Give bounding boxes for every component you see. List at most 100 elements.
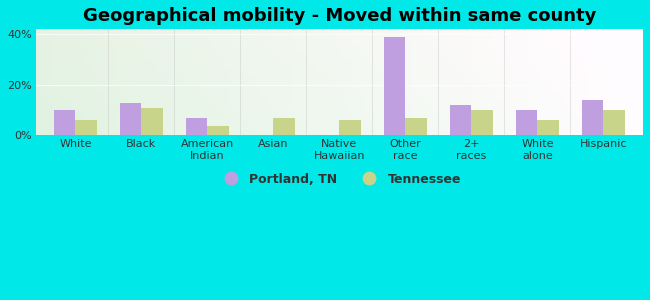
Bar <box>394 86 400 89</box>
Bar <box>103 68 109 70</box>
Bar <box>528 116 534 119</box>
Bar <box>412 63 419 65</box>
Bar <box>261 91 266 93</box>
Bar <box>400 44 406 46</box>
Bar <box>151 48 157 50</box>
Bar <box>455 99 461 101</box>
Bar <box>552 40 558 42</box>
Bar <box>54 125 60 127</box>
Bar <box>84 34 90 36</box>
Bar <box>163 112 170 114</box>
Bar <box>364 63 370 65</box>
Bar <box>497 72 503 74</box>
Bar <box>170 101 176 103</box>
Bar <box>521 50 528 52</box>
Bar <box>66 91 72 93</box>
Bar <box>176 116 181 119</box>
Bar <box>346 112 352 114</box>
Bar <box>163 38 170 40</box>
Bar <box>79 116 84 119</box>
Bar <box>103 101 109 103</box>
Bar <box>473 70 479 72</box>
Bar <box>170 72 176 74</box>
Bar <box>133 70 139 72</box>
Bar <box>54 32 60 34</box>
Bar <box>412 65 419 68</box>
Bar <box>497 84 503 86</box>
Bar <box>564 70 570 72</box>
Bar <box>394 52 400 55</box>
Bar <box>254 101 261 103</box>
Bar <box>485 118 491 121</box>
Bar <box>406 50 412 52</box>
Bar <box>170 76 176 78</box>
Bar <box>521 52 528 55</box>
Bar <box>79 72 84 74</box>
Bar <box>248 55 254 57</box>
Bar <box>66 55 72 57</box>
Bar <box>224 50 230 52</box>
Bar <box>534 108 540 110</box>
Bar <box>176 99 181 101</box>
Bar <box>48 48 54 50</box>
Bar <box>461 95 467 97</box>
Bar <box>328 80 333 82</box>
Bar <box>163 121 170 123</box>
Bar <box>181 42 188 44</box>
Bar <box>188 114 194 116</box>
Bar <box>84 72 90 74</box>
Bar <box>595 103 601 106</box>
Bar <box>188 38 194 40</box>
Bar <box>430 121 437 123</box>
Bar <box>333 97 339 99</box>
Bar <box>376 76 382 78</box>
Bar <box>60 74 66 76</box>
Bar <box>582 74 588 76</box>
Bar <box>212 72 218 74</box>
Bar <box>346 110 352 112</box>
Bar <box>200 127 206 129</box>
Bar <box>315 70 321 72</box>
Bar <box>170 84 176 86</box>
Bar <box>170 40 176 42</box>
Bar <box>157 68 163 70</box>
Bar <box>279 123 285 125</box>
Bar <box>461 42 467 44</box>
Bar <box>200 91 206 93</box>
Bar <box>163 82 170 84</box>
Bar <box>473 91 479 93</box>
Bar <box>339 89 346 91</box>
Bar <box>188 29 194 32</box>
Bar <box>36 91 42 93</box>
Bar <box>224 46 230 48</box>
Bar <box>412 131 419 133</box>
Bar <box>631 106 637 108</box>
Bar <box>145 63 151 65</box>
Bar <box>595 40 601 42</box>
Bar <box>157 121 163 123</box>
Bar <box>510 63 515 65</box>
Bar <box>230 133 236 135</box>
Bar <box>400 89 406 91</box>
Bar <box>224 103 230 106</box>
Bar <box>606 97 613 99</box>
Bar <box>521 84 528 86</box>
Bar <box>424 70 430 72</box>
Bar <box>121 32 127 34</box>
Bar <box>352 38 358 40</box>
Bar <box>424 50 430 52</box>
Bar <box>194 38 200 40</box>
Bar <box>491 99 497 101</box>
Bar <box>503 72 510 74</box>
Bar <box>170 50 176 52</box>
Bar <box>303 95 309 97</box>
Bar <box>437 50 443 52</box>
Bar <box>309 95 315 97</box>
Bar <box>328 55 333 57</box>
Bar <box>48 125 54 127</box>
Bar <box>103 114 109 116</box>
Bar <box>181 123 188 125</box>
Bar <box>224 74 230 76</box>
Bar <box>272 101 279 103</box>
Bar <box>157 86 163 89</box>
